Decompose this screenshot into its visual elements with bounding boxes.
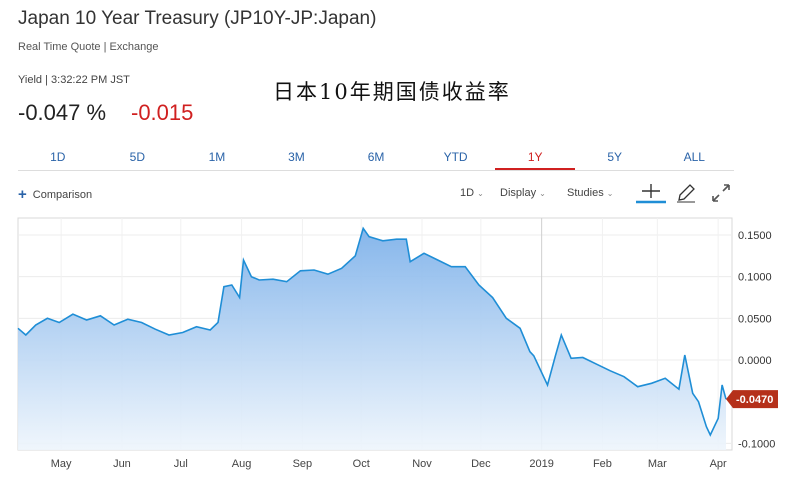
overlay-caption: 日本10年期国债收益率 [273, 80, 511, 104]
tab-1y[interactable]: 1Y [495, 146, 575, 170]
x-axis: May Jun Jul Aug Sep Oct Nov Dec 2019 Feb Mar Apr [51, 458, 727, 470]
y-axis: 0.1500 0.1000 0.0500 0.0000 -0.1000 [738, 230, 775, 450]
last-yield-value: -0.047 % [18, 100, 107, 125]
chevron-down-icon: ⌄ [539, 189, 546, 198]
tab-ytd[interactable]: YTD [443, 150, 468, 164]
tab-1m[interactable]: 1M [208, 150, 226, 164]
tab-3m[interactable]: 3M [288, 150, 305, 164]
x-tick-label: 2019 [529, 458, 553, 470]
x-tick-label: Dec [471, 458, 491, 470]
y-tick-label: 0.1500 [738, 230, 772, 242]
series-line [17, 226, 727, 437]
draw-pencil-icon[interactable] [675, 182, 703, 204]
x-tick-label: Jul [174, 458, 188, 470]
last-value-label: -0.0470 [726, 390, 778, 409]
comparison-button[interactable]: + Comparison [18, 186, 92, 203]
display-dropdown[interactable]: Display ⌄ [500, 187, 546, 199]
chart-toolbar: + Comparison 1D ⌄ Display ⌄ Studies ⌄ [18, 182, 734, 208]
x-tick-label: Nov [412, 458, 432, 470]
x-tick-label: Sep [293, 458, 313, 470]
x-tick-label: May [51, 458, 72, 470]
tab-5d[interactable]: 5D [129, 150, 146, 164]
x-tick-label: Apr [710, 458, 727, 470]
display-label: Display [500, 187, 537, 199]
x-tick-label: Aug [232, 458, 252, 470]
page-title: Japan 10 Year Treasury (JP10Y-JP:Japan) [18, 8, 377, 29]
chevron-down-icon: ⌄ [606, 189, 614, 198]
series-area [18, 228, 726, 450]
yield-change: -0.015 [131, 100, 194, 125]
x-tick-label: Mar [648, 458, 667, 470]
tab-all[interactable]: ALL [683, 150, 705, 164]
y-tick-label: 0.0500 [738, 313, 772, 325]
last-value-tag [726, 390, 778, 409]
last-value-text: -0.0470 [736, 394, 773, 406]
plus-icon: + [18, 186, 27, 203]
y-tick-label: 0.1000 [738, 272, 772, 284]
quote-source: Real Time Quote | Exchange [18, 41, 159, 53]
crosshair-icon[interactable] [636, 182, 666, 204]
studies-label: Studies [567, 187, 604, 199]
comparison-label: Comparison [32, 189, 93, 201]
x-tick-label: Jun [113, 458, 131, 470]
x-tick-label: Feb [593, 458, 612, 470]
tab-5y[interactable]: 5Y [607, 150, 623, 164]
quote-timestamp: Yield | 3:32:22 PM JST [18, 74, 130, 86]
y-tick-label: -0.1000 [738, 438, 775, 450]
studies-dropdown[interactable]: Studies ⌄ [567, 187, 613, 199]
y-tick-label: 0.0000 [738, 355, 772, 367]
interval-dropdown[interactable]: 1D ⌄ [460, 187, 484, 199]
x-tick-label: Oct [353, 458, 370, 470]
chevron-down-icon: ⌄ [477, 189, 484, 198]
range-tabs: 1D 5D 1M 3M 6M YTD 1Y 5Y ALL [18, 146, 734, 171]
tab-1d[interactable]: 1D [50, 150, 66, 164]
interval-value: 1D [460, 187, 475, 199]
expand-icon[interactable] [710, 182, 738, 204]
tab-6m[interactable]: 6M [367, 150, 385, 164]
